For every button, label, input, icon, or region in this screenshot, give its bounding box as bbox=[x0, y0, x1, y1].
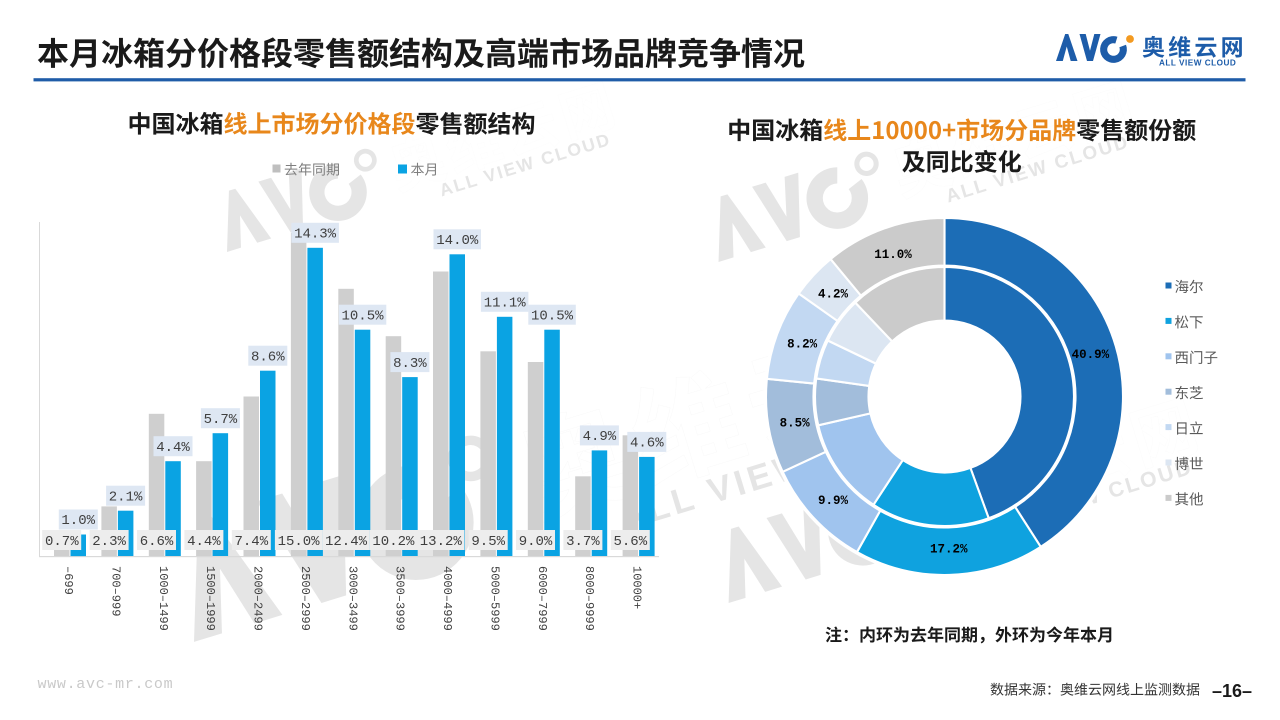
svg-text:2500–2999: 2500–2999 bbox=[298, 566, 312, 631]
svg-text:5.7%: 5.7% bbox=[204, 412, 238, 428]
svg-text:3.7%: 3.7% bbox=[566, 534, 600, 550]
svg-text:8.2%: 8.2% bbox=[787, 338, 818, 352]
svg-text:15.0%: 15.0% bbox=[278, 534, 321, 550]
svg-text:11.0%: 11.0% bbox=[874, 248, 912, 262]
svg-text:3000–3499: 3000–3499 bbox=[345, 566, 359, 631]
svg-text:14.0%: 14.0% bbox=[436, 233, 479, 249]
svg-text:6.6%: 6.6% bbox=[140, 534, 174, 550]
svg-text:2.1%: 2.1% bbox=[109, 490, 143, 506]
svg-text:2000–2499: 2000–2499 bbox=[251, 566, 265, 631]
svg-text:5000–5999: 5000–5999 bbox=[487, 566, 501, 631]
svg-text:1500–1999: 1500–1999 bbox=[203, 566, 217, 631]
svg-text:0.7%: 0.7% bbox=[45, 534, 79, 550]
svg-text:11.1%: 11.1% bbox=[484, 296, 527, 312]
svg-text:8.6%: 8.6% bbox=[251, 350, 285, 366]
svg-text:–16–: –16– bbox=[1212, 681, 1252, 701]
svg-text:4.4%: 4.4% bbox=[156, 440, 190, 456]
svg-text:10.2%: 10.2% bbox=[372, 534, 415, 550]
svg-text:8.3%: 8.3% bbox=[393, 356, 427, 372]
svg-text:700–999: 700–999 bbox=[108, 566, 122, 616]
svg-text:8.5%: 8.5% bbox=[780, 416, 811, 430]
svg-text:4000–4999: 4000–4999 bbox=[440, 566, 454, 631]
svg-text:10.5%: 10.5% bbox=[341, 309, 384, 325]
svg-text:10000+: 10000+ bbox=[630, 566, 644, 609]
svg-text:4.6%: 4.6% bbox=[630, 436, 664, 452]
svg-text:1.0%: 1.0% bbox=[61, 513, 95, 529]
svg-text:www.avc-mr.com: www.avc-mr.com bbox=[38, 676, 174, 693]
svg-text:ALL VIEW CLOUD: ALL VIEW CLOUD bbox=[1159, 59, 1236, 68]
svg-text:4.2%: 4.2% bbox=[818, 288, 849, 302]
svg-text:40.9%: 40.9% bbox=[1072, 348, 1110, 362]
svg-text:1000–1499: 1000–1499 bbox=[156, 566, 170, 631]
svg-text:9.5%: 9.5% bbox=[471, 534, 505, 550]
svg-text:4.9%: 4.9% bbox=[583, 429, 617, 445]
svg-text:2.3%: 2.3% bbox=[92, 534, 126, 550]
svg-text:10.5%: 10.5% bbox=[531, 309, 574, 325]
svg-text:–699: –699 bbox=[61, 566, 75, 595]
svg-text:6000–7999: 6000–7999 bbox=[535, 566, 549, 631]
svg-text:7.4%: 7.4% bbox=[234, 534, 268, 550]
svg-text:4.4%: 4.4% bbox=[187, 534, 221, 550]
svg-text:3500–3999: 3500–3999 bbox=[393, 566, 407, 631]
svg-text:14.3%: 14.3% bbox=[294, 227, 337, 243]
svg-text:5.6%: 5.6% bbox=[613, 534, 647, 550]
svg-text:9.9%: 9.9% bbox=[818, 494, 849, 508]
svg-text:17.2%: 17.2% bbox=[930, 543, 968, 557]
svg-text:13.2%: 13.2% bbox=[420, 534, 463, 550]
svg-text:9.0%: 9.0% bbox=[519, 534, 553, 550]
svg-text:12.4%: 12.4% bbox=[325, 534, 368, 550]
svg-text:8000–9999: 8000–9999 bbox=[582, 566, 596, 631]
